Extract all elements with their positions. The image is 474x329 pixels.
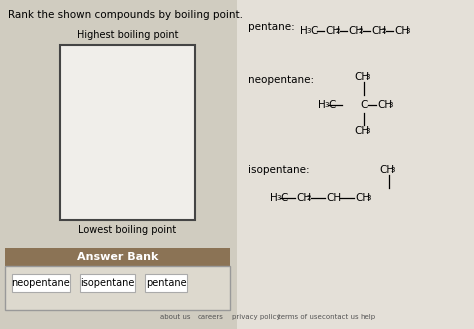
Text: C: C — [280, 193, 287, 203]
Text: CH: CH — [325, 26, 340, 36]
Text: Rank the shown compounds by boiling point.: Rank the shown compounds by boiling poin… — [8, 10, 243, 20]
Text: 3: 3 — [390, 167, 394, 173]
Text: terms of use: terms of use — [278, 314, 322, 320]
Text: Answer Bank: Answer Bank — [77, 252, 158, 262]
FancyBboxPatch shape — [5, 266, 230, 310]
FancyBboxPatch shape — [237, 0, 474, 329]
FancyBboxPatch shape — [80, 274, 135, 292]
Text: Highest boiling point: Highest boiling point — [77, 30, 178, 40]
Text: isopentane: isopentane — [80, 278, 135, 288]
Text: careers: careers — [198, 314, 224, 320]
Text: CH: CH — [394, 26, 409, 36]
Text: Lowest boiling point: Lowest boiling point — [78, 225, 177, 235]
Text: 3: 3 — [365, 74, 370, 80]
Text: 3: 3 — [405, 28, 410, 34]
Text: neopentane: neopentane — [12, 278, 70, 288]
Text: privacy policy: privacy policy — [232, 314, 281, 320]
Text: 3: 3 — [307, 28, 311, 34]
Text: C: C — [360, 100, 367, 110]
Text: CH: CH — [377, 100, 392, 110]
Text: CH: CH — [348, 26, 363, 36]
Text: CH: CH — [355, 193, 370, 203]
Text: CH: CH — [354, 126, 369, 136]
Text: 3: 3 — [366, 195, 371, 201]
Text: 3: 3 — [276, 195, 281, 201]
Text: help: help — [360, 314, 375, 320]
Text: 3: 3 — [365, 128, 370, 134]
Text: about us: about us — [160, 314, 191, 320]
Text: contact us: contact us — [322, 314, 359, 320]
Text: CH: CH — [354, 72, 369, 82]
Text: 2: 2 — [382, 28, 386, 34]
Text: C: C — [310, 26, 318, 36]
Text: C: C — [328, 100, 336, 110]
Text: pentane: pentane — [146, 278, 186, 288]
FancyBboxPatch shape — [145, 274, 187, 292]
Text: H: H — [300, 26, 308, 36]
Text: H: H — [318, 100, 326, 110]
Text: 3: 3 — [388, 102, 392, 108]
Text: pentane:: pentane: — [248, 22, 295, 32]
Text: 3: 3 — [325, 102, 329, 108]
FancyBboxPatch shape — [60, 45, 195, 220]
Text: H: H — [270, 193, 278, 203]
Text: 2: 2 — [359, 28, 364, 34]
Text: CH: CH — [296, 193, 311, 203]
FancyBboxPatch shape — [12, 274, 70, 292]
Text: CH: CH — [371, 26, 386, 36]
Text: 2: 2 — [336, 28, 340, 34]
Text: neopentane:: neopentane: — [248, 75, 314, 85]
FancyBboxPatch shape — [5, 248, 230, 266]
Text: CH: CH — [326, 193, 341, 203]
Text: isopentane:: isopentane: — [248, 165, 310, 175]
Text: 2: 2 — [307, 195, 311, 201]
Text: CH: CH — [379, 165, 394, 175]
